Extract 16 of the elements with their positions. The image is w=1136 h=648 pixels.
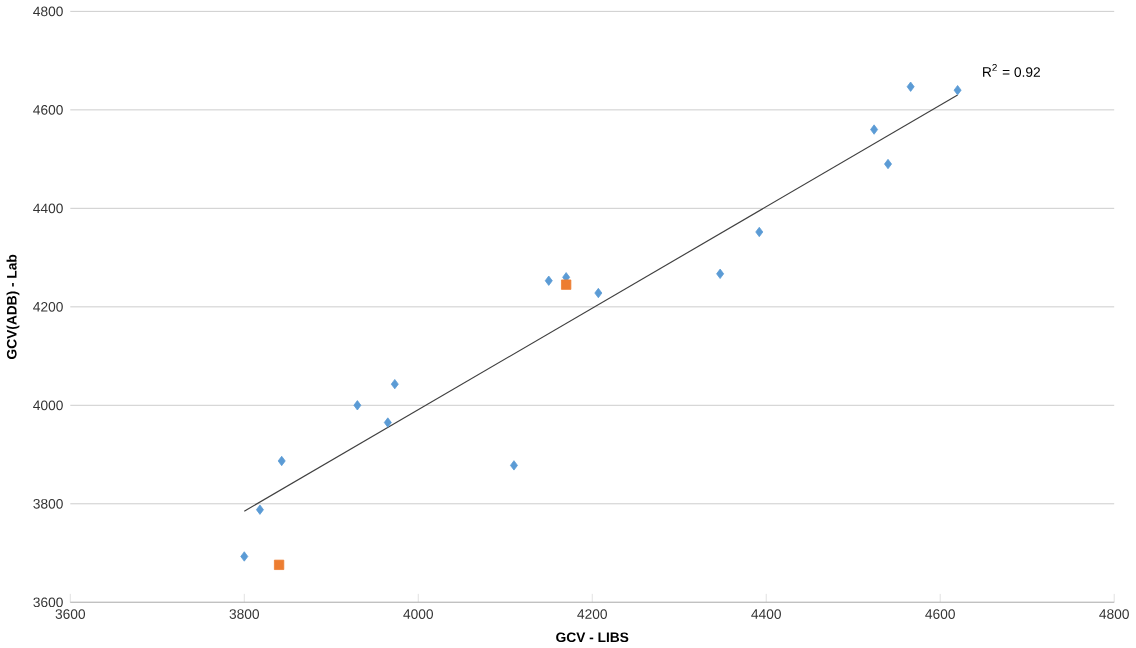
point: [755, 226, 764, 237]
point: [256, 504, 264, 515]
point: [544, 275, 553, 286]
point: [594, 287, 603, 298]
point: [561, 279, 572, 290]
point: [716, 268, 725, 279]
point: [884, 158, 892, 169]
point: [273, 559, 285, 570]
point: [953, 84, 962, 95]
point: [383, 417, 392, 428]
point: [277, 455, 286, 466]
point: [870, 124, 879, 135]
point: [353, 399, 362, 411]
point: [390, 378, 399, 389]
point: [240, 551, 249, 562]
point: [906, 81, 915, 92]
